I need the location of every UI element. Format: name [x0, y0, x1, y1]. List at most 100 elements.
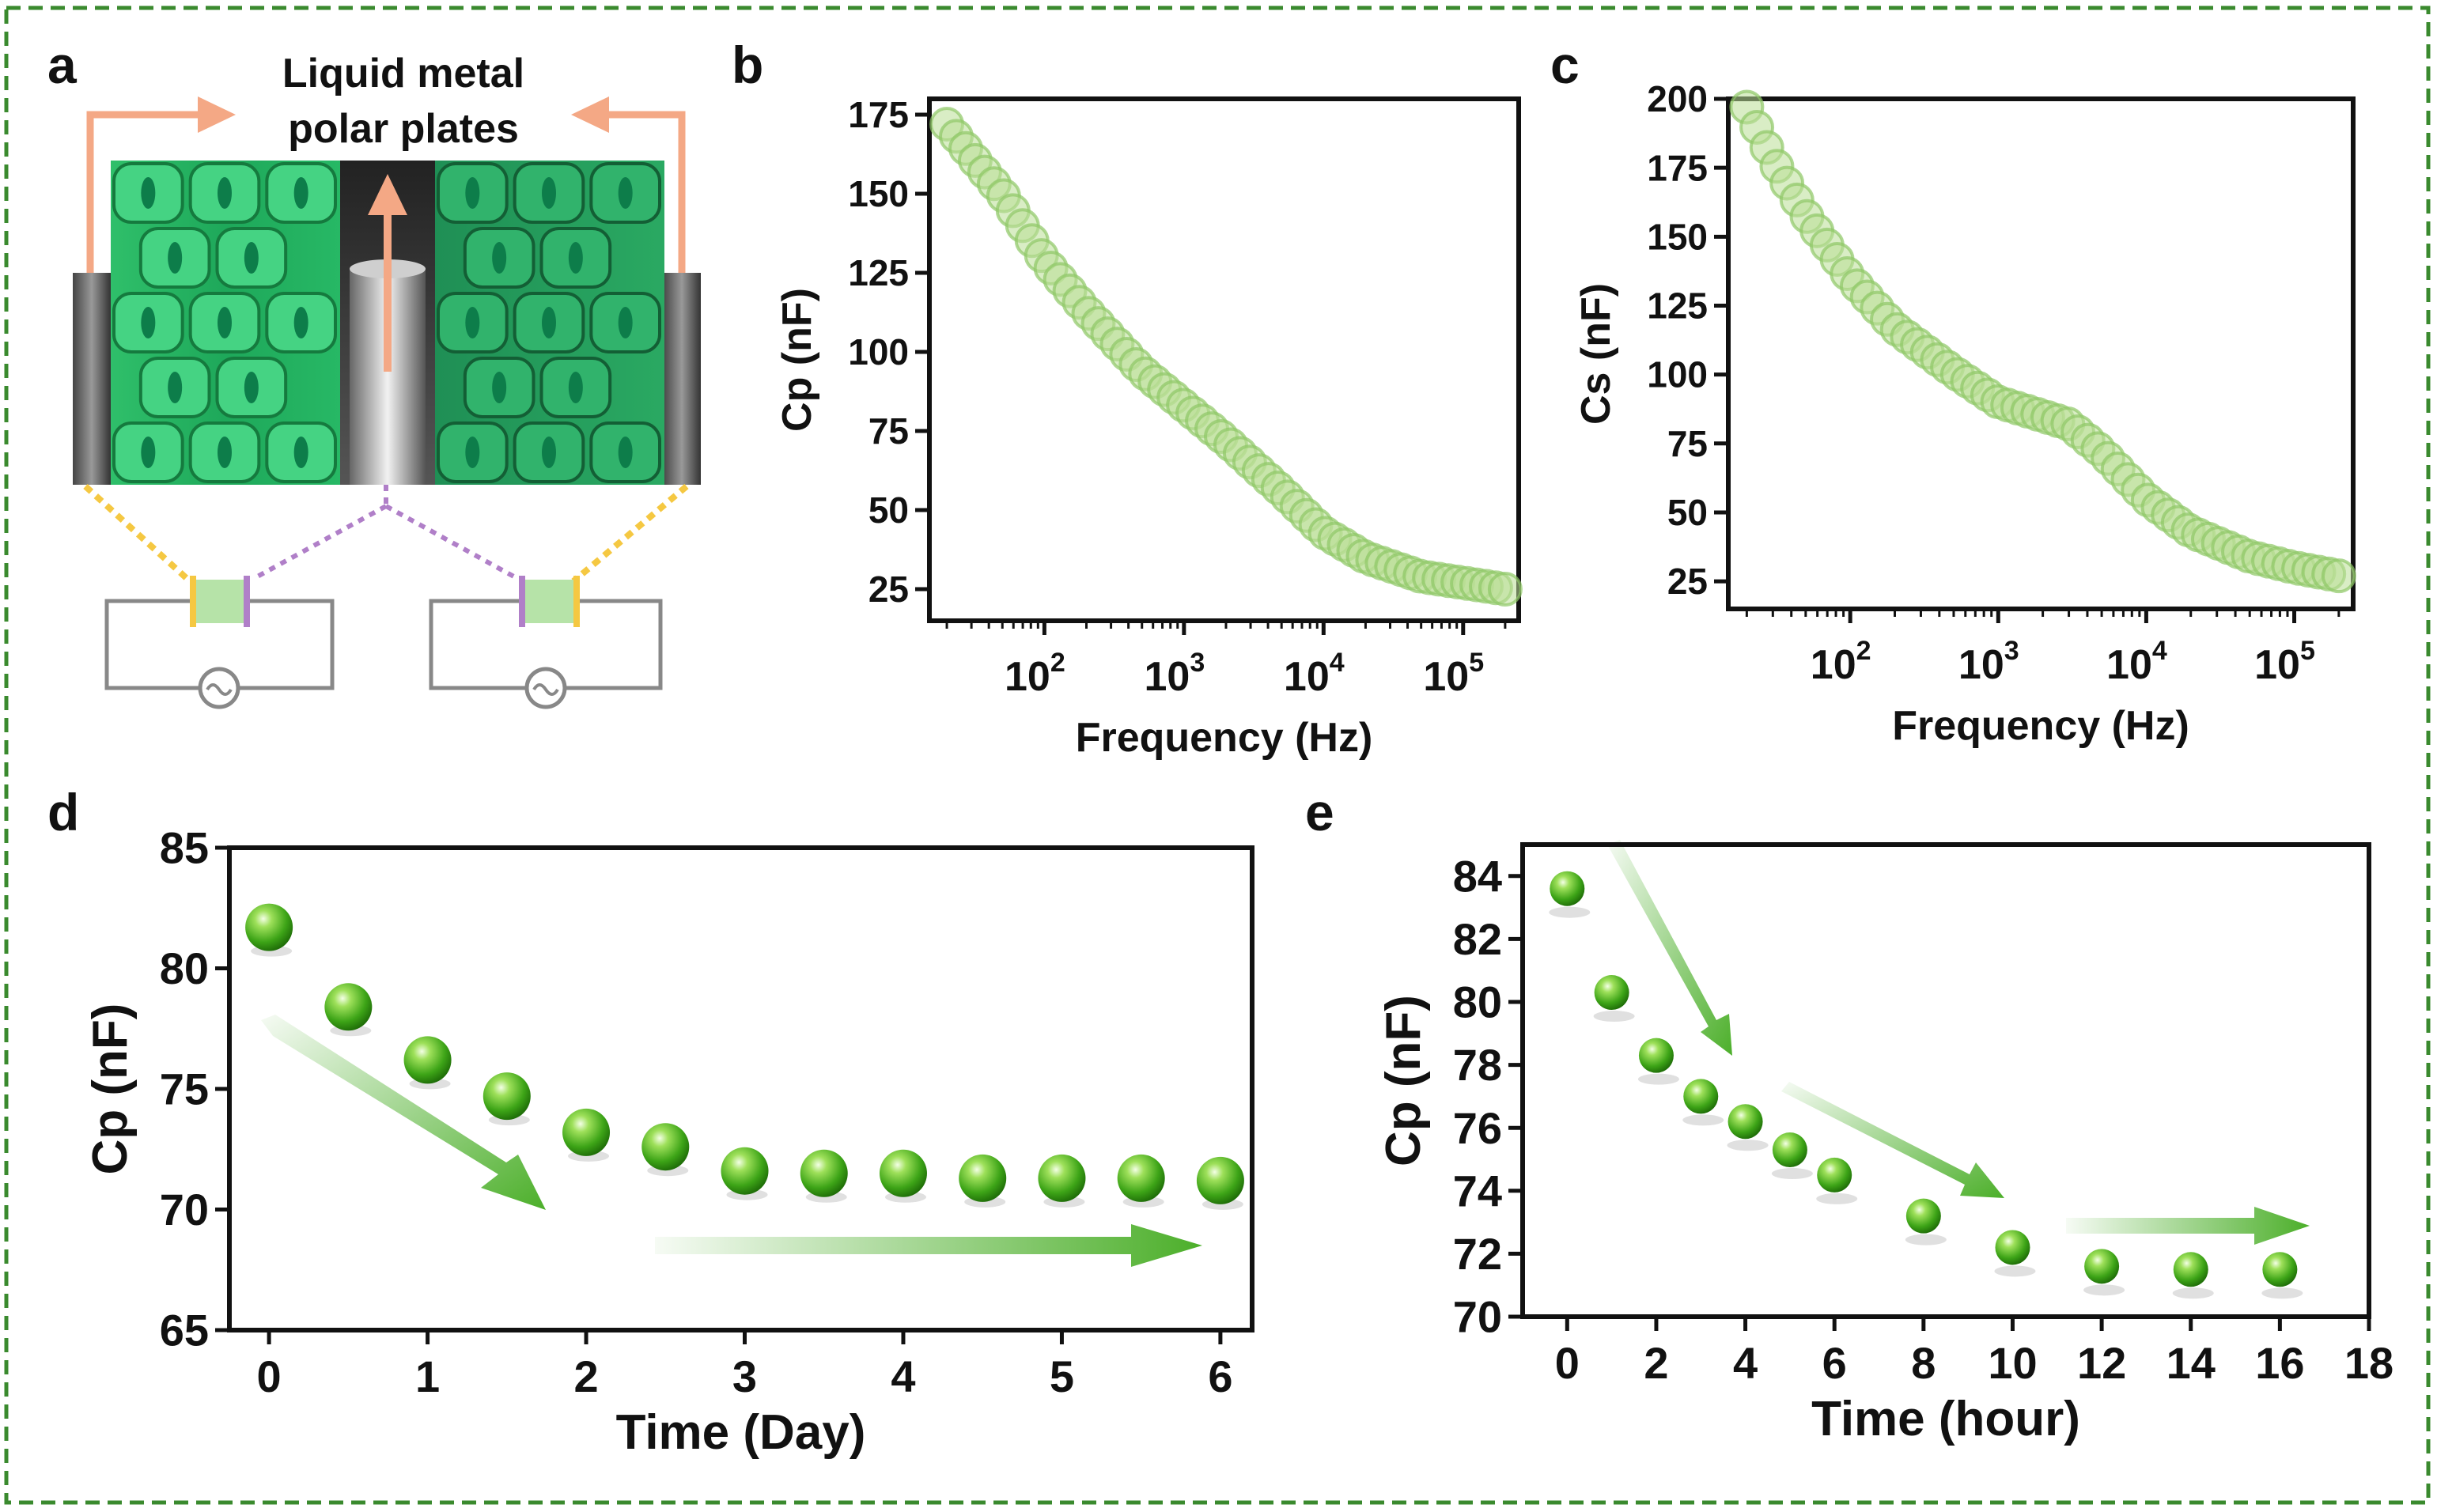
left-yellow-dotted-line [83, 484, 192, 584]
chart-e-axes-frame [1520, 842, 2371, 1319]
right-metal-plate [663, 273, 701, 485]
tissue-cell-nucleus [293, 307, 308, 338]
tissue-cell-nucleus [141, 177, 156, 209]
right-capacitor [525, 580, 576, 623]
x-tick-base: 10 [1005, 654, 1050, 700]
x-tick-label: 105 [1423, 648, 1484, 700]
y-axis-label: Cp (nF) [83, 1004, 138, 1175]
data-point [1772, 1132, 1807, 1168]
data-point [1550, 871, 1585, 906]
y-tick-label: 125 [1647, 285, 1708, 327]
tissue-cell-nucleus [618, 307, 633, 338]
panel-label-a: a [47, 36, 78, 94]
panel-e-plateau-arrow [2066, 1207, 2310, 1245]
x-tick-exponent: 3 [2004, 636, 2019, 666]
x-tick-label: 103 [1958, 636, 2019, 688]
tissue-cell-nucleus [244, 372, 259, 403]
data-point [1727, 1104, 1763, 1140]
x-tick-label: 4 [1733, 1338, 1758, 1388]
x-tick-label: 0 [257, 1351, 282, 1401]
panel-d-decline-arrow [261, 1015, 546, 1210]
data-point-shadow [1637, 1073, 1679, 1085]
data-point [1117, 1154, 1165, 1202]
tissue-cell-nucleus [542, 437, 556, 468]
chart-c-axes-frame [1726, 96, 2356, 611]
y-tick-label: 85 [160, 823, 209, 873]
left-metal-plate [73, 273, 111, 485]
y-tick-label: 80 [160, 943, 209, 993]
data-point [1683, 1079, 1719, 1114]
data-point [1817, 1157, 1852, 1193]
x-axis-label: Time (hour) [1811, 1392, 2080, 1446]
right-tissue-block [435, 161, 664, 485]
x-tick-label: 14 [2166, 1338, 2216, 1388]
y-tick-label: 80 [1453, 977, 1502, 1027]
x-tick-label: 5 [1050, 1351, 1074, 1401]
data-point [245, 903, 293, 951]
panel-a-schematic: a Liquid metal polar plates [47, 36, 701, 709]
x-tick-label: 2 [573, 1351, 598, 1401]
data-point [2173, 1252, 2208, 1287]
tissue-cell-nucleus [618, 177, 633, 209]
data-point [562, 1108, 611, 1156]
data-point [879, 1149, 927, 1197]
data-point [324, 983, 373, 1031]
x-tick-base: 10 [1958, 642, 2004, 688]
data-point-shadow [2261, 1287, 2303, 1299]
tissue-cell-nucleus [568, 242, 583, 274]
y-tick-label: 25 [1667, 561, 1708, 602]
tissue-cell-nucleus [293, 177, 308, 209]
panel-e-decline-arrow-1 [1607, 840, 1732, 1056]
left-orange-arrow [86, 111, 204, 273]
x-tick-label: 4 [891, 1351, 915, 1401]
y-tick-label: 175 [848, 94, 909, 135]
tissue-cell-nucleus [168, 372, 183, 403]
data-point [1196, 1156, 1244, 1204]
x-tick-exponent: 2 [1050, 648, 1065, 678]
data-point-shadow [2172, 1287, 2214, 1299]
y-axis-label: Cs (nF) [1573, 283, 1619, 425]
right-purple-dotted-line [384, 504, 520, 581]
x-tick-label: 104 [2106, 636, 2167, 688]
x-tick-base: 10 [1811, 642, 1856, 688]
tissue-cell-nucleus [218, 177, 232, 209]
tissue-cell-nucleus [293, 437, 308, 468]
y-tick-label: 175 [1647, 147, 1708, 188]
y-tick-label: 75 [160, 1064, 209, 1114]
panel-d-plateau-arrow [655, 1224, 1202, 1267]
schematic-title-line2: polar plates [288, 106, 519, 152]
x-tick-label: 16 [2255, 1338, 2304, 1388]
chart-b-axes-frame [927, 96, 1521, 623]
left-capacitor [195, 580, 245, 623]
panel-label-d: d [47, 783, 79, 841]
tissue-cell-nucleus [542, 307, 556, 338]
x-tick-label: 18 [2344, 1338, 2393, 1388]
x-tick-exponent: 5 [2300, 636, 2315, 666]
data-point-shadow [1905, 1234, 1947, 1246]
y-tick-label: 75 [1667, 423, 1708, 464]
panel-label-e: e [1305, 783, 1334, 841]
y-tick-label: 200 [1647, 78, 1708, 119]
x-tick-label: 3 [732, 1351, 757, 1401]
right-orange-arrow [603, 111, 686, 273]
right-capacitor-yellow-plate [573, 576, 580, 627]
x-tick-label: 105 [2254, 636, 2315, 688]
data-point [800, 1149, 848, 1197]
x-tick-label: 103 [1144, 648, 1205, 700]
data-point [1638, 1038, 1674, 1073]
y-tick-label: 74 [1453, 1166, 1502, 1215]
tissue-cell-nucleus [218, 437, 232, 468]
data-point [2321, 558, 2356, 594]
left-ac-source-icon [198, 667, 240, 709]
y-tick-label: 50 [868, 490, 909, 531]
tissue-cell-nucleus [492, 372, 507, 403]
x-tick-exponent: 4 [2152, 636, 2167, 666]
left-tissue-block [111, 161, 340, 485]
panel-d-chart: d 65 70 75 80 85 0 1 2 3 4 5 6 Time (Day) Cp (nF) [47, 783, 1254, 1460]
x-tick-label: 2 [1644, 1338, 1668, 1388]
data-point [1594, 975, 1629, 1011]
x-tick-label: 102 [1811, 636, 1871, 688]
